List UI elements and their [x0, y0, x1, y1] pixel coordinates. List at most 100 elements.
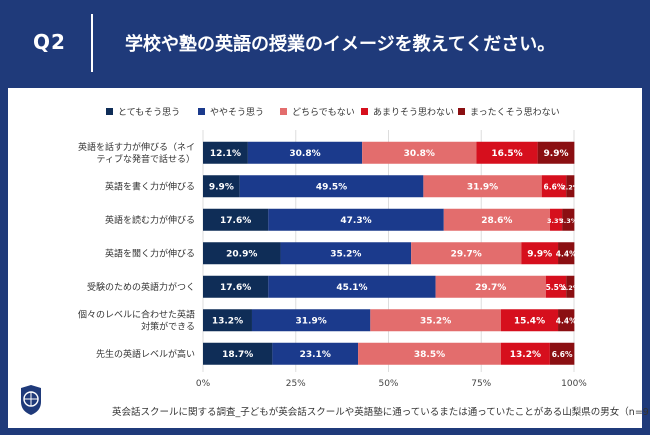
bar-segment [203, 309, 252, 332]
data-label: 2.2% [561, 183, 580, 191]
bar-segment [203, 208, 269, 231]
bar-segment [562, 208, 575, 231]
bar-segment [203, 275, 269, 298]
legend-swatch [361, 108, 368, 115]
bar-segment [203, 175, 240, 198]
legend-swatch [198, 108, 205, 115]
bar-segment [549, 208, 563, 231]
bar-segment [280, 242, 412, 265]
bar-segment [423, 175, 542, 198]
bar-segment [362, 141, 477, 164]
category-label: 受験のための英語力がつく [87, 281, 195, 293]
logo-subtext: Online International School [49, 412, 100, 417]
bar-segment [558, 242, 575, 265]
stacked-bar-chart: 0% 25% 50% 75% 100% とてもそう思う ややそう思う どちらでもない あまりそう… [78, 107, 587, 389]
x-tick-label: 50% [378, 379, 398, 389]
data-label: 2.2% [561, 284, 580, 292]
logo-subtext: JYUKU Labo. [48, 406, 80, 412]
chart-panel: 0% 25% 50% 75% 100% とてもそう思う ややそう思う どちらでもない あまりそう… [8, 88, 642, 428]
data-label: 23.1% [300, 350, 331, 360]
data-label: 31.9% [467, 182, 498, 192]
data-label: 30.8% [289, 149, 320, 159]
data-label: 29.7% [475, 283, 506, 293]
legend-label: どちらでもない [292, 107, 355, 118]
category-label: 英語を読む力が伸びる [105, 214, 195, 226]
data-label: 12.1% [210, 149, 241, 159]
bar-segment [370, 309, 501, 332]
bar-segment [203, 242, 281, 265]
data-label: 30.8% [404, 149, 435, 159]
question-number: Q2 [33, 30, 66, 54]
bar-segment [268, 208, 444, 231]
bar-segment [476, 141, 538, 164]
data-label: 9.9% [209, 182, 234, 192]
legend-label: あまりそう思わない [373, 107, 454, 118]
category-label: 個々のレベルに合わせた英語対策ができる [78, 308, 195, 332]
data-label: 45.1% [336, 283, 367, 293]
legend-swatch [458, 108, 465, 115]
bar-segment [411, 242, 522, 265]
data-label: 6.6% [552, 350, 573, 359]
x-tick-label: 100% [561, 379, 587, 389]
bar-segment [500, 309, 559, 332]
bar-segment [358, 342, 501, 365]
x-tick-label: 0% [196, 379, 211, 389]
data-label: 15.4% [514, 316, 545, 326]
logo-emblem-icon: JOI JYUKU Labo. Online International Sch… [17, 381, 106, 419]
bar-segment [549, 342, 575, 365]
legend-label: ややそう思う [210, 107, 264, 118]
data-label: 17.6% [220, 216, 251, 226]
bar-segment [203, 141, 248, 164]
legend-swatch [106, 108, 113, 115]
data-label: 35.2% [330, 249, 361, 259]
bar-segment [443, 208, 550, 231]
category-label: 英語を書く力が伸びる [105, 180, 195, 192]
legend-label: とてもそう思う [118, 107, 180, 118]
data-label: 13.2% [510, 350, 541, 360]
category-label: 先生の英語レベルが高い [96, 348, 195, 360]
bar-segment [500, 342, 550, 365]
bar-segment [521, 242, 559, 265]
data-label: 35.2% [420, 316, 451, 326]
bar-segment [558, 309, 575, 332]
data-label: 38.5% [414, 350, 445, 360]
bar-segment [435, 275, 546, 298]
data-label: 31.9% [296, 316, 327, 326]
data-label: 5.5% [546, 283, 567, 292]
x-tick-label: 25% [286, 379, 306, 389]
bar-segment [566, 175, 575, 198]
source-note: 英会話スクールに関する調査_子どもが英会話スクールや英語塾に通っているまたは通っ… [112, 407, 650, 418]
data-label: 9.9% [527, 249, 552, 259]
data-label: 6.6% [544, 182, 565, 191]
category-label: 英語を話す力が伸びる（ネイティブな発音で話せる） [78, 141, 195, 165]
data-label: 18.7% [222, 350, 253, 360]
bar-segment [537, 141, 575, 164]
x-tick-label: 75% [471, 379, 491, 389]
data-label: 13.2% [212, 316, 243, 326]
data-label: 3.3% [547, 217, 566, 225]
bar-segment [541, 175, 567, 198]
bar-segment [251, 309, 371, 332]
data-label: 9.9% [544, 149, 569, 159]
data-label: 4.4% [556, 249, 577, 258]
data-label: 47.3% [340, 216, 371, 226]
bar-segment [272, 342, 359, 365]
category-label: 英語を聞く力が伸びる [105, 247, 195, 259]
header-divider [91, 14, 93, 72]
bar-segment [268, 275, 436, 298]
bar-segment [203, 342, 273, 365]
data-label: 4.4% [556, 316, 577, 325]
joi-logo: JOI JYUKU Labo. Online International Sch… [15, 380, 106, 420]
page-title: 学校や塾の英語の授業のイメージを教えてください。 [125, 34, 556, 55]
bar-segment [239, 175, 424, 198]
data-label: 49.5% [316, 182, 347, 192]
header: Q2 学校や塾の英語の授業のイメージを教えてください。 [0, 0, 650, 88]
legend-label: まったくそう思わない [470, 107, 560, 118]
bar-segment [566, 275, 575, 298]
data-label: 16.5% [491, 149, 522, 159]
data-label: 17.6% [220, 283, 251, 293]
logo-text: JOI [47, 383, 81, 407]
data-label: 28.6% [481, 216, 512, 226]
bar-segment [545, 275, 567, 298]
data-label: 20.9% [226, 249, 257, 259]
